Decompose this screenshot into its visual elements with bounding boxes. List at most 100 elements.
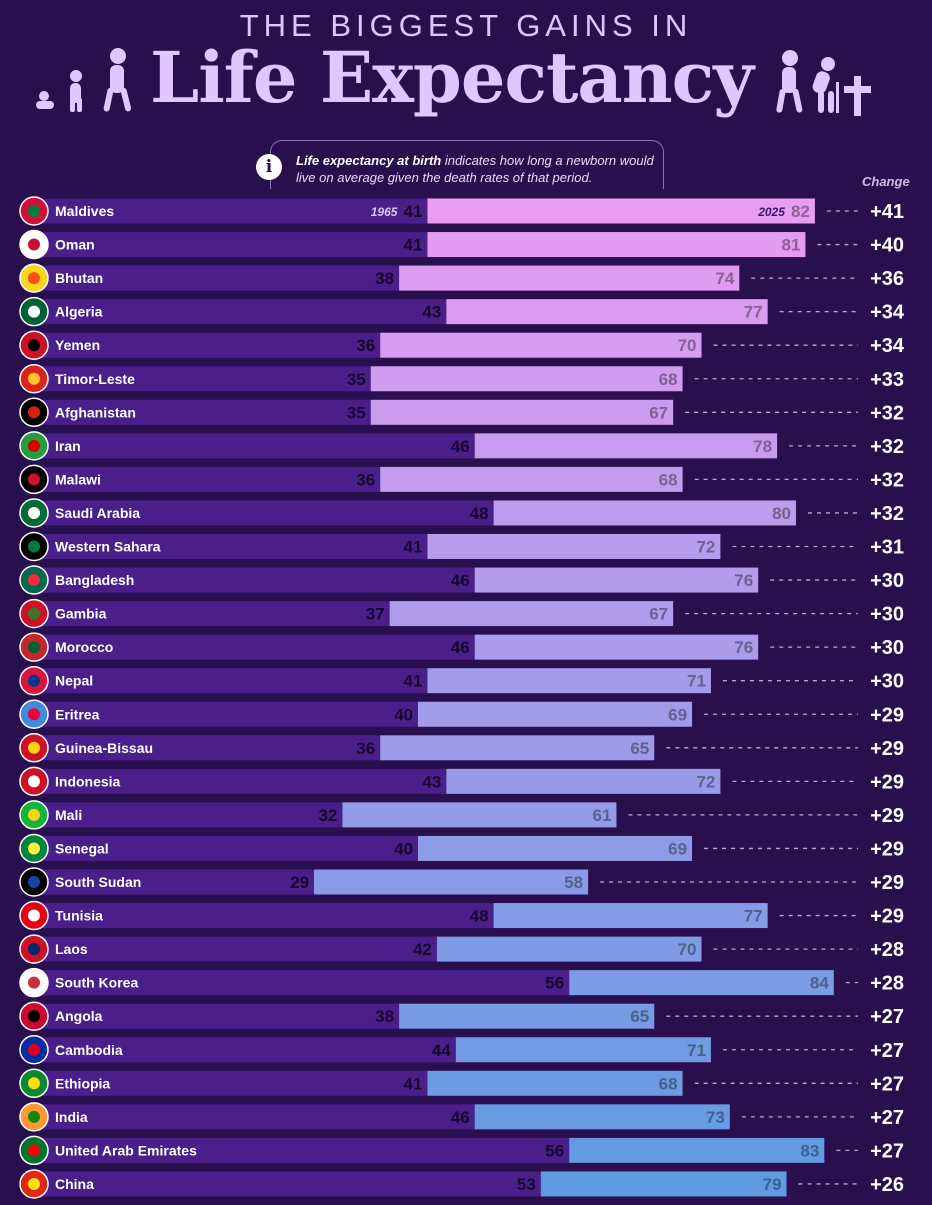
value-1965: 38	[375, 269, 394, 288]
bar-2025	[474, 567, 759, 593]
value-1965: 46	[451, 437, 470, 456]
change-value: +32	[870, 436, 904, 458]
value-2025: 77	[744, 907, 763, 926]
value-2025: 79	[763, 1175, 782, 1194]
country-label: Yemen	[55, 337, 100, 353]
value-1965: 40	[394, 705, 413, 724]
country-label: Indonesia	[55, 773, 121, 789]
bar-1965	[40, 903, 494, 929]
value-1965: 41	[404, 672, 423, 691]
change-value: +27	[870, 1107, 904, 1129]
country-label: China	[55, 1176, 94, 1192]
change-value: +29	[870, 805, 904, 827]
bar-2025	[427, 534, 721, 559]
country-label: Nepal	[55, 673, 93, 689]
year-label-1965: 1965	[371, 205, 398, 219]
value-2025: 76	[734, 571, 753, 590]
value-2025: 83	[800, 1141, 819, 1160]
header-title: Life Expectancy	[150, 36, 754, 119]
bar-2025	[418, 701, 693, 727]
value-2025: 67	[649, 605, 668, 624]
country-label: South Sudan	[55, 874, 141, 890]
country-label: Bhutan	[55, 270, 103, 286]
change-value: +30	[870, 570, 904, 592]
change-value: +27	[870, 1140, 904, 1162]
bar-2025	[399, 1003, 655, 1029]
country-label: Gambia	[55, 606, 107, 622]
country-label: Malawi	[55, 471, 101, 487]
change-value: +29	[870, 838, 904, 860]
value-2025: 77	[744, 303, 763, 322]
bar-1965	[40, 1137, 570, 1163]
value-1965: 48	[470, 907, 489, 926]
value-2025: 72	[696, 538, 715, 557]
bar-1965	[40, 567, 475, 593]
value-2025: 73	[706, 1108, 725, 1127]
value-1965: 35	[347, 403, 366, 422]
change-value: +29	[870, 704, 904, 726]
bar-1965	[40, 1003, 400, 1029]
country-label: Mali	[55, 807, 82, 823]
bar-1965	[40, 1171, 541, 1197]
change-value: +28	[870, 939, 904, 961]
senegal-flag-emblem-icon	[28, 842, 40, 855]
country-label: Eritrea	[55, 706, 100, 722]
value-2025: 68	[659, 470, 678, 489]
value-2025: 65	[630, 739, 649, 758]
change-value: +34	[870, 335, 905, 357]
india-flag-emblem-icon	[28, 1110, 40, 1123]
change-value: +29	[870, 906, 904, 928]
country-label: Laos	[55, 941, 88, 957]
change-value: +30	[870, 604, 904, 626]
value-2025: 69	[668, 839, 687, 858]
saudi-arabia-flag-emblem-icon	[28, 506, 40, 519]
ethiopia-flag-emblem-icon	[28, 1077, 40, 1090]
evolution-figures-icon	[36, 48, 132, 112]
value-1965: 46	[451, 571, 470, 590]
bar-2025	[380, 735, 655, 761]
bhutan-flag-emblem-icon	[28, 272, 40, 285]
country-label: Morocco	[55, 639, 113, 655]
value-1965: 42	[413, 940, 432, 959]
value-1965: 36	[356, 336, 375, 355]
value-1965: 35	[347, 370, 366, 389]
bar-1965	[40, 500, 494, 526]
change-value: +29	[870, 872, 904, 894]
country-label: Bangladesh	[55, 572, 134, 588]
malawi-flag-emblem-icon	[28, 473, 40, 486]
value-1965: 46	[451, 638, 470, 657]
value-1965: 48	[470, 504, 489, 523]
value-2025: 70	[678, 940, 697, 959]
value-1965: 56	[545, 1141, 564, 1160]
value-2025: 71	[687, 1041, 706, 1060]
value-2025: 69	[668, 705, 687, 724]
morocco-flag-emblem-icon	[28, 641, 40, 654]
country-label: Timor-Leste	[55, 371, 135, 387]
country-label: Angola	[55, 1008, 103, 1024]
bar-2025	[380, 332, 702, 358]
value-1965: 29	[290, 873, 309, 892]
bar-2025	[389, 601, 674, 627]
bar-1965	[40, 198, 428, 224]
change-value: +30	[870, 671, 904, 693]
bar-1965	[40, 299, 447, 325]
value-1965: 40	[394, 839, 413, 858]
bar-2025	[474, 634, 759, 660]
change-value: +26	[870, 1174, 904, 1196]
change-value: +31	[870, 537, 904, 559]
bar-1965	[40, 366, 371, 392]
country-label: Maldives	[55, 203, 114, 219]
value-2025: 81	[782, 236, 801, 255]
bar-2025	[370, 366, 683, 392]
western-sahara-flag-emblem-icon	[28, 540, 40, 553]
south-sudan-flag-emblem-icon	[28, 876, 40, 888]
maldives-flag-emblem-icon	[28, 205, 40, 217]
bar-2025	[493, 500, 796, 526]
value-1965: 46	[451, 1108, 470, 1127]
info-bold: Life expectancy at birth	[296, 153, 442, 168]
bar-1965	[40, 265, 400, 291]
country-label: Cambodia	[55, 1042, 123, 1058]
change-value: +32	[870, 402, 904, 424]
value-1965: 56	[545, 974, 564, 993]
